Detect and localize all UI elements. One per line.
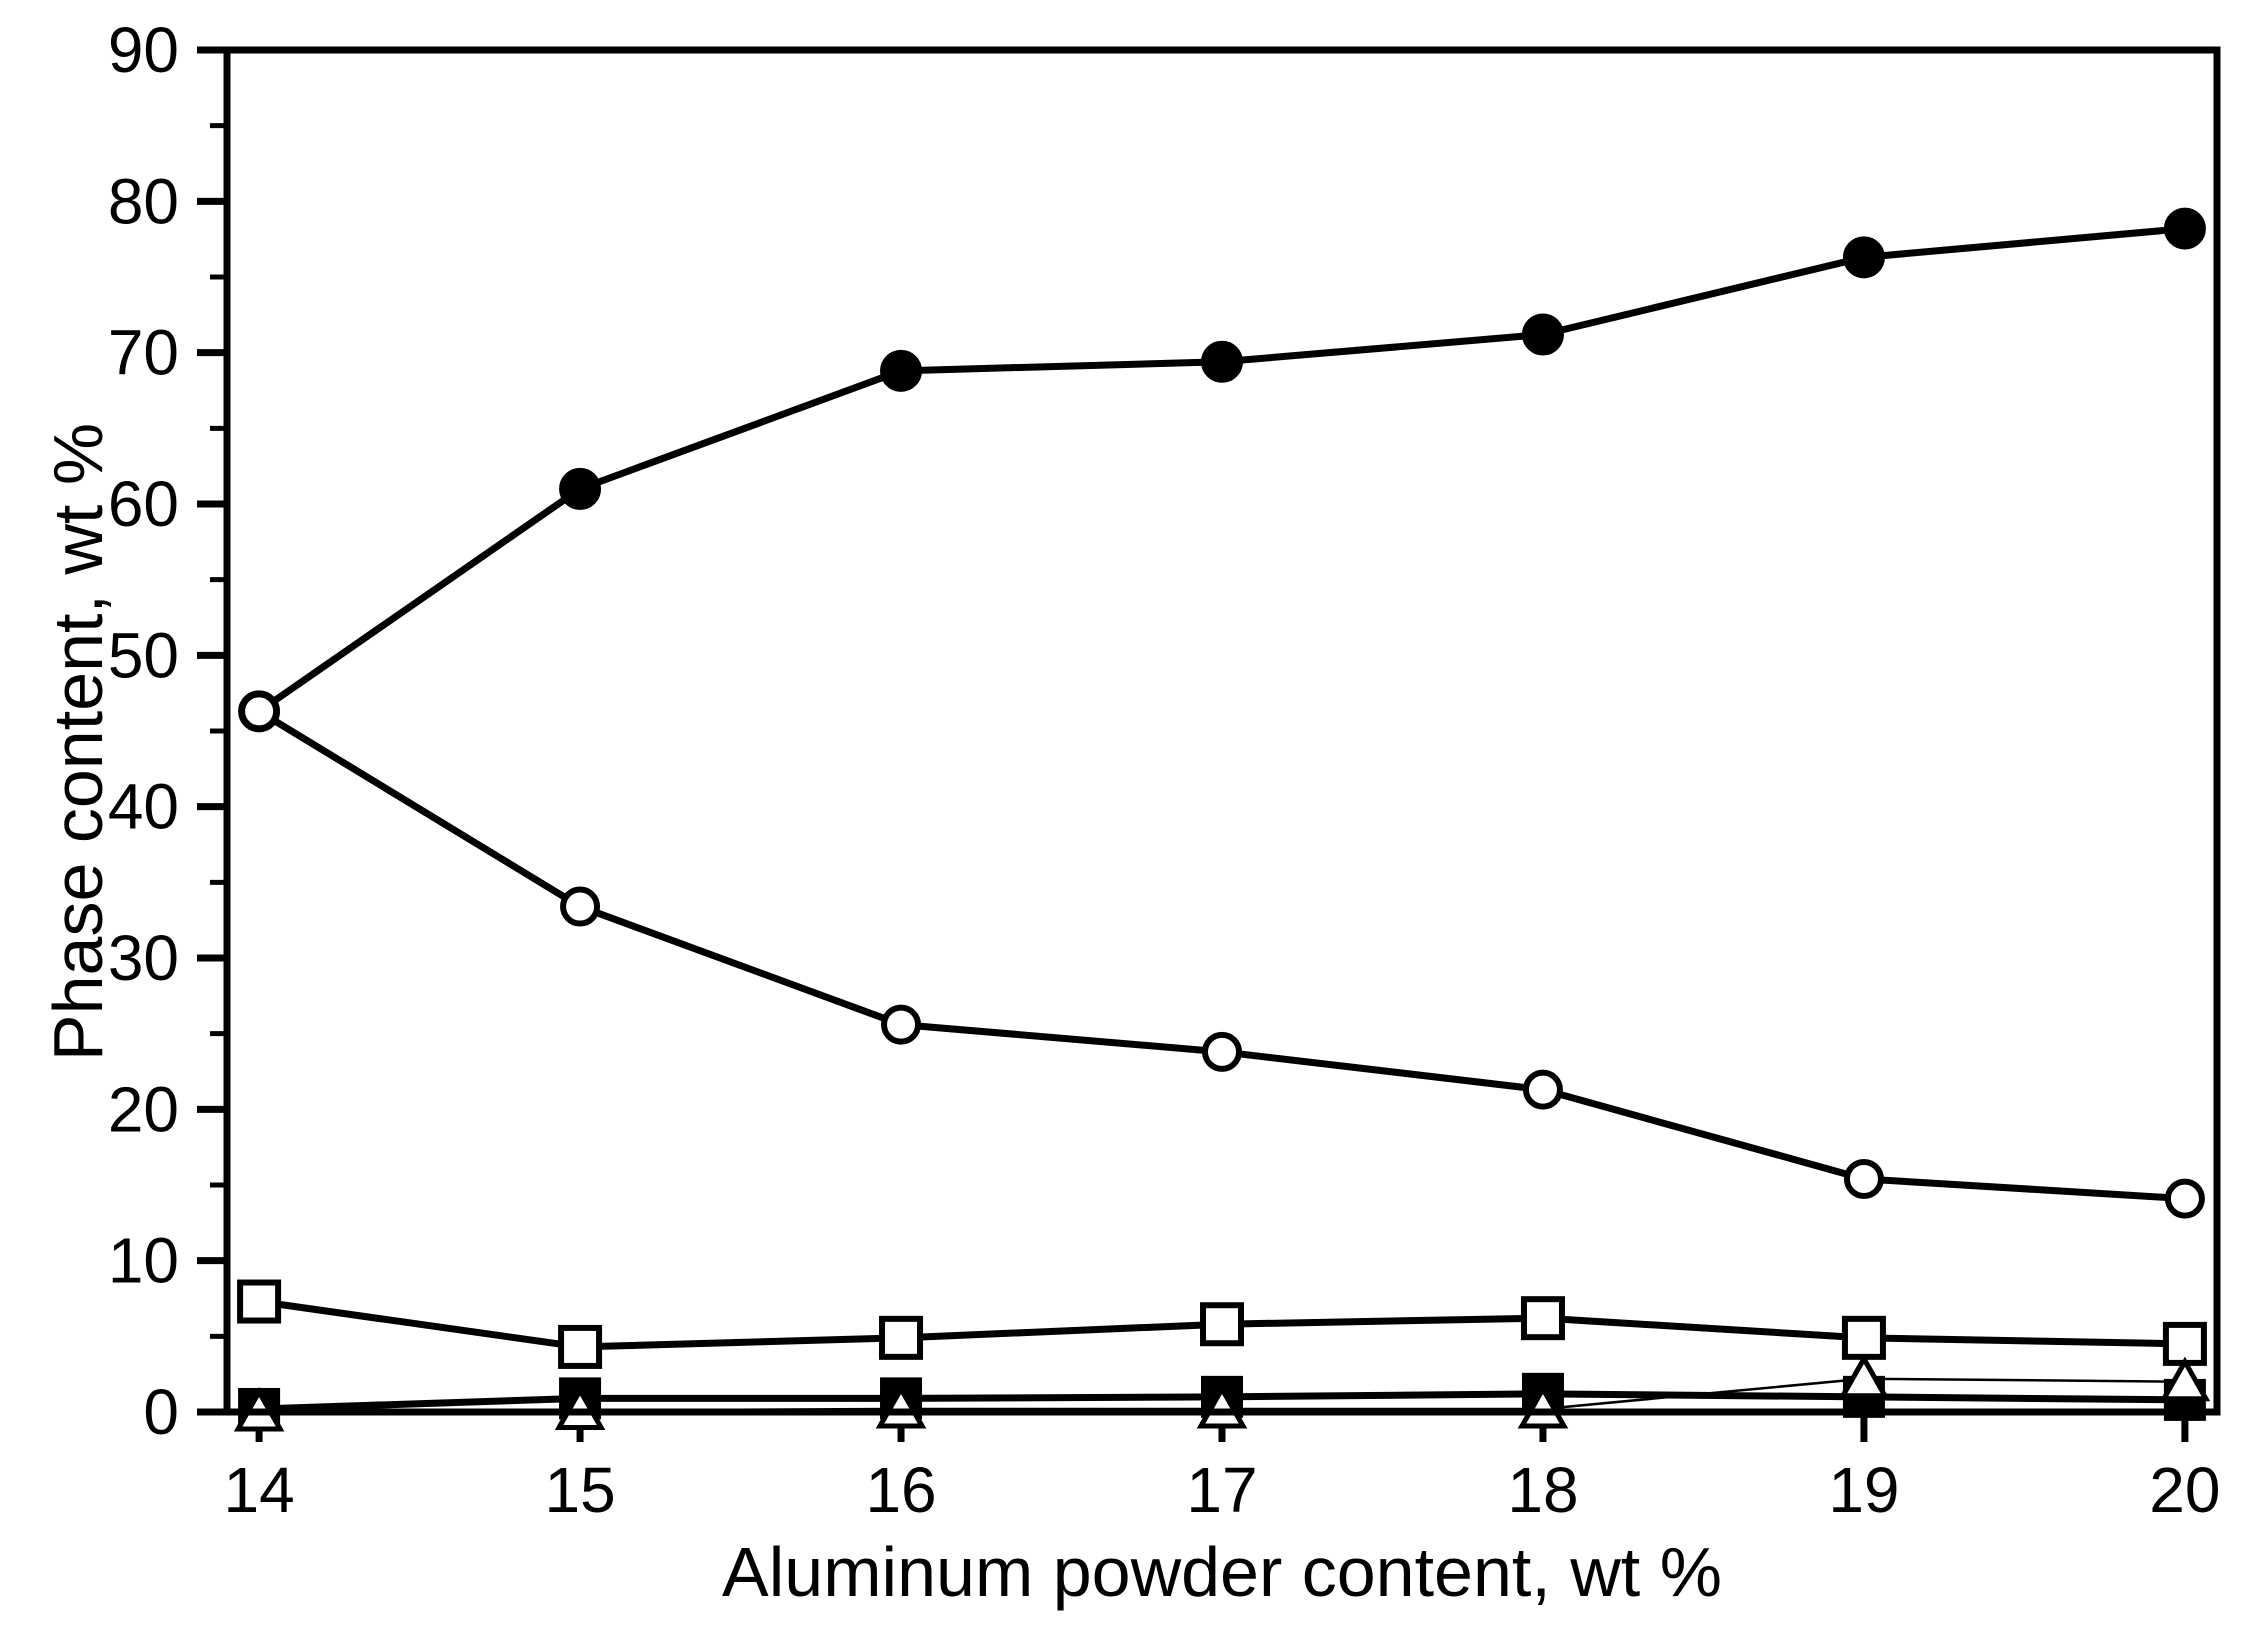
series-line-open-circle-phase (257, 708, 2186, 1203)
marker-square-open (2162, 1321, 2207, 1366)
y-tick-label: 90 (108, 14, 179, 86)
marker-circle-open (1522, 1069, 1563, 1110)
marker-triangle-open (1517, 1383, 1569, 1429)
marker-square-open (558, 1324, 603, 1369)
marker-square-open (879, 1315, 924, 1360)
marker-square-open (1841, 1315, 1886, 1360)
x-tick-label: 20 (2149, 1454, 2220, 1526)
marker-circle-open (881, 1004, 922, 1045)
x-tick-label: 17 (1186, 1454, 1257, 1526)
x-tick-label: 14 (224, 1454, 295, 1526)
marker-circle-open (2164, 1178, 2205, 1219)
marker-circle-open (1843, 1158, 1884, 1199)
marker-triangle-open (2159, 1356, 2211, 1402)
series-line-filled-circle-phase (257, 225, 2186, 715)
marker-square-open (1200, 1302, 1244, 1347)
y-tick-label: 70 (108, 317, 179, 389)
y-tick-label: 60 (108, 468, 179, 540)
y-tick-label: 50 (108, 619, 179, 691)
x-tick-label: 19 (1828, 1454, 1899, 1526)
marker-circle-open (560, 886, 601, 927)
y-axis-title: Phase content, wt % (39, 422, 117, 1062)
y-tick-label: 30 (108, 922, 179, 994)
marker-circle-filled (559, 467, 602, 510)
x-tick-label: 16 (865, 1454, 936, 1526)
marker-circle-filled (1521, 313, 1564, 356)
marker-square-open (1520, 1296, 1565, 1341)
marker-circle-filled (2163, 207, 2206, 250)
marker-triangle-open (875, 1383, 927, 1429)
marker-square-open (237, 1279, 282, 1324)
y-tick-label: 0 (143, 1376, 179, 1448)
y-tick-label: 40 (108, 771, 179, 843)
y-tick-label: 80 (108, 165, 179, 237)
x-tick-label: 15 (544, 1454, 615, 1526)
y-tick-label: 20 (108, 1073, 179, 1145)
marker-circle-filled (1201, 340, 1243, 383)
marker-circle-filled (880, 349, 923, 392)
plot-frame (223, 46, 2221, 1416)
marker-triangle-open (1838, 1353, 1890, 1399)
marker-circle-open (1202, 1031, 1242, 1072)
x-tick-label: 18 (1507, 1454, 1578, 1526)
y-tick-label: 10 (108, 1225, 179, 1297)
marker-triangle-open (1196, 1383, 1248, 1429)
x-axis-title: Aluminum powder content, wt % (722, 1533, 1722, 1611)
marker-circle-filled (1842, 236, 1885, 279)
marker-circle-open (239, 691, 280, 732)
